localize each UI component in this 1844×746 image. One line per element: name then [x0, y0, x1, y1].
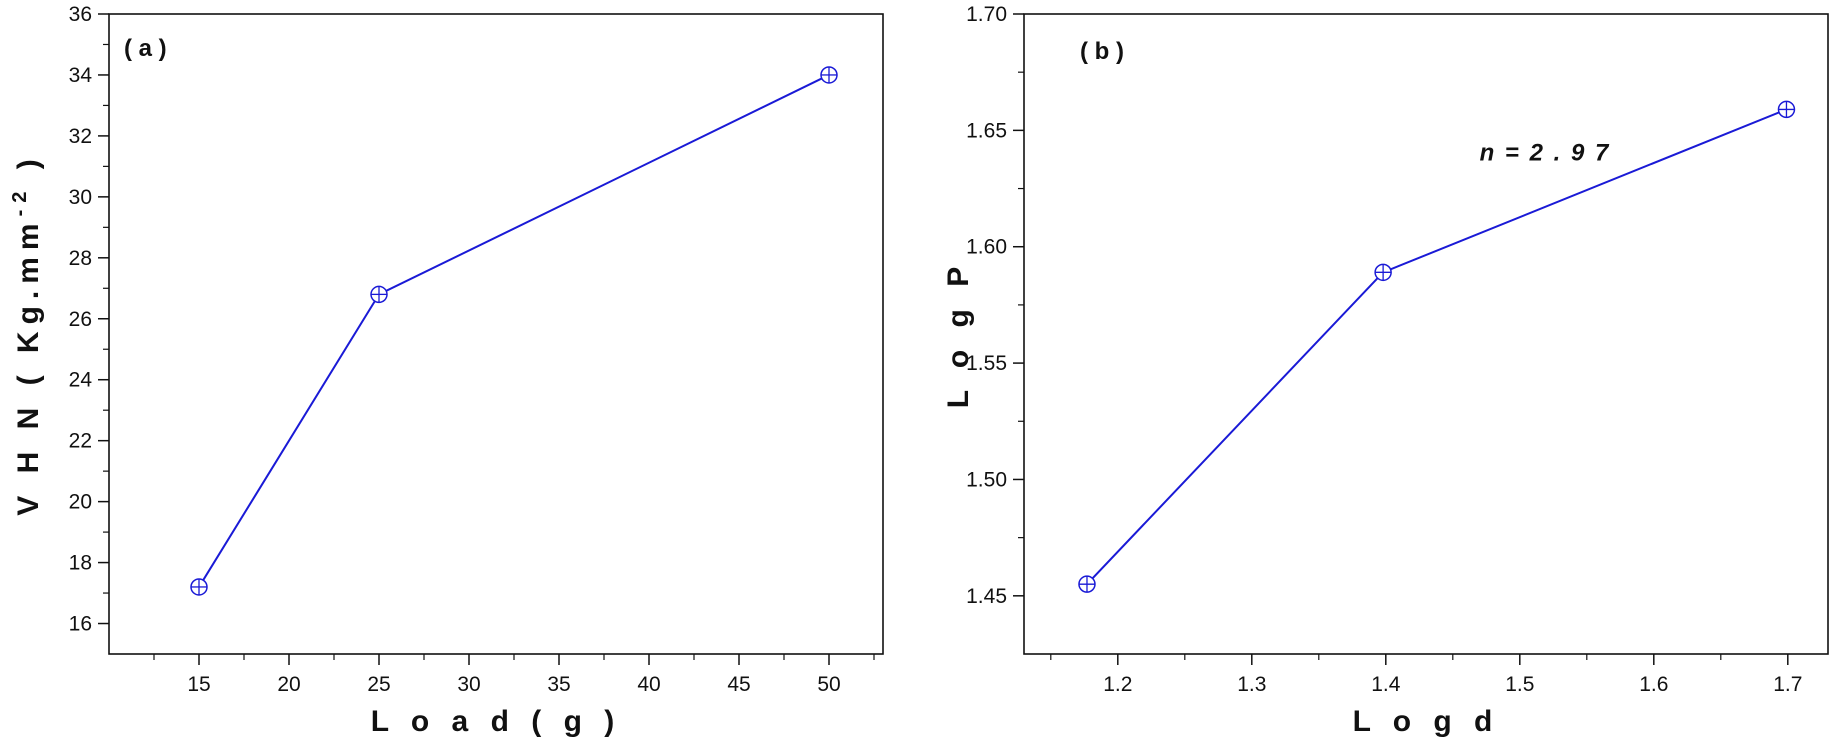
x-axis-label-b: L o g d [1353, 705, 1500, 738]
y-axis-label-b: L o g P [942, 260, 975, 408]
y-tick-label-a-3: 22 [69, 430, 92, 453]
chart-panel-a: 15 20 25 30 35 40 45 50 16 18 20 22 24 26 28 30 32 34 36 (… [9, 3, 884, 738]
y-tick-label-a-6: 28 [69, 247, 92, 270]
x-tick-label-a-2: 25 [367, 673, 390, 696]
plot-frame-b [1023, 13, 1829, 655]
data-point-a-2 [820, 66, 838, 84]
series-layer-b [1078, 100, 1796, 593]
y-tick-label-a-7: 30 [69, 186, 92, 209]
data-point-a-0 [190, 578, 208, 596]
y-tick-label-a-2: 20 [69, 491, 92, 514]
tick-labels-b: 1.2 1.3 1.4 1.5 1.6 1.7 1.45 1.50 1.55 1.60 1.65 1.… [966, 3, 1802, 696]
x-tick-label-b-0: 1.2 [1103, 673, 1132, 696]
y-tick-label-a-8: 32 [69, 125, 92, 148]
y-tick-label-b-5: 1.70 [966, 3, 1007, 26]
x-tick-label-b-2: 1.4 [1371, 673, 1401, 696]
x-tick-label-a-1: 20 [277, 673, 300, 696]
series-line-a-0 [198, 74, 830, 588]
y-tick-label-b-2: 1.55 [966, 352, 1007, 375]
panel-label-b: ( b ) [1080, 38, 1124, 65]
y-tick-label-a-0: 16 [69, 613, 92, 636]
y-tick-label-a-1: 18 [69, 552, 92, 575]
series-line-b-0 [1086, 108, 1787, 585]
y-tick-label-b-0: 1.45 [966, 585, 1007, 608]
x-tick-label-a-6: 45 [727, 673, 750, 696]
panel-label-a: ( a ) [124, 35, 167, 62]
annotation-n-value: n = 2 . 9 7 [1480, 140, 1611, 167]
y-tick-label-b-1: 1.50 [966, 468, 1007, 491]
tick-marks-b [1013, 13, 1789, 665]
data-point-b-0 [1078, 575, 1096, 593]
y-axis-label-a: V H N ( Kg.mm-2 ) [9, 152, 45, 515]
y-tick-label-a-9: 34 [69, 64, 93, 87]
data-point-a-1 [370, 285, 388, 304]
data-point-b-1 [1374, 263, 1392, 282]
x-tick-label-b-3: 1.5 [1505, 673, 1534, 696]
x-tick-label-b-5: 1.7 [1773, 673, 1802, 696]
tick-marks-a [98, 13, 875, 665]
y-tick-label-b-4: 1.65 [966, 119, 1007, 142]
y-axis-label-a-sup: -2 [9, 185, 31, 217]
y-tick-label-b-3: 1.60 [966, 236, 1007, 259]
y-tick-label-a-5: 26 [69, 308, 92, 331]
x-tick-label-a-3: 30 [457, 673, 480, 696]
x-axis-label-a: L o a d ( g ) [371, 705, 621, 738]
x-tick-label-a-4: 35 [547, 673, 570, 696]
x-tick-label-a-0: 15 [187, 673, 210, 696]
x-tick-label-b-1: 1.3 [1237, 673, 1266, 696]
y-tick-label-a-4: 24 [69, 369, 93, 392]
series-layer-a [190, 66, 838, 596]
x-tick-label-a-7: 50 [817, 673, 840, 696]
chart-panel-b: 1.2 1.3 1.4 1.5 1.6 1.7 1.45 1.50 1.55 1.60 1.65 1.… [942, 3, 1829, 738]
y-axis-label-a-close: ) [12, 152, 45, 184]
y-axis-label-a-main: V H N ( Kg.mm [12, 216, 45, 515]
data-point-b-2 [1777, 100, 1796, 119]
x-tick-label-a-5: 40 [637, 673, 660, 696]
y-tick-label-a-10: 36 [69, 3, 92, 26]
plot-frame-a [108, 13, 884, 655]
x-tick-label-b-4: 1.6 [1639, 673, 1668, 696]
tick-labels-a: 15 20 25 30 35 40 45 50 16 18 20 22 24 26 28 30 32 34 36 [69, 3, 841, 696]
